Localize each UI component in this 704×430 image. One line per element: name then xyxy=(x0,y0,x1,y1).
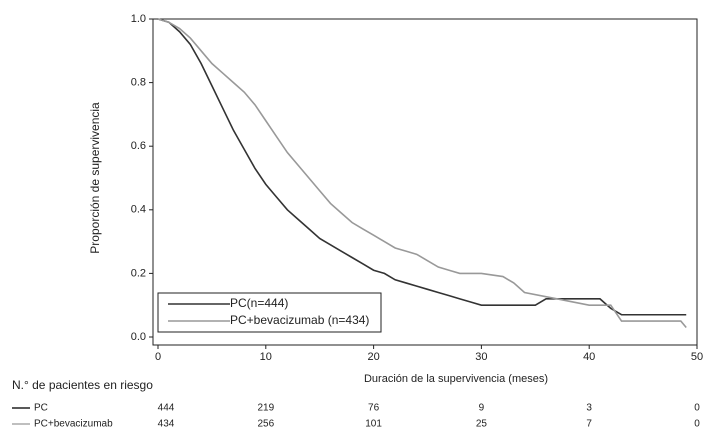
risk-table-title: N.° de pacientes en riesgo xyxy=(12,378,153,392)
risk-value: 444 xyxy=(158,403,175,414)
x-tick-label: 0 xyxy=(155,351,161,363)
y-tick-label: 0.4 xyxy=(131,204,146,216)
y-tick-label: 0.8 xyxy=(131,77,146,89)
x-tick-label: 10 xyxy=(260,351,272,363)
x-tick-label: 20 xyxy=(367,351,379,363)
legend-label: PC+bevacizumab (n=434) xyxy=(230,313,369,327)
plot-frame xyxy=(152,18,698,346)
y-axis-label: Proporción de supervivencia xyxy=(88,102,102,254)
risk-value: 434 xyxy=(158,419,175,430)
risk-row-name: PC+bevacizumab xyxy=(34,419,113,430)
legend-label: PC(n=444) xyxy=(230,296,288,310)
risk-value: 76 xyxy=(368,403,380,414)
risk-value: 7 xyxy=(586,419,592,430)
risk-value: 0 xyxy=(694,419,700,430)
risk-value: 101 xyxy=(365,419,382,430)
y-tick-label: 0.2 xyxy=(131,267,146,279)
risk-value: 9 xyxy=(479,403,485,414)
risk-value: 219 xyxy=(257,403,274,414)
risk-value: 3 xyxy=(586,403,592,414)
x-tick-label: 40 xyxy=(583,351,595,363)
survival-curve xyxy=(157,18,687,328)
risk-value: 0 xyxy=(694,403,700,414)
y-tick-label: 1.0 xyxy=(131,13,146,25)
x-axis-label: Duración de la supervivencia (meses) xyxy=(364,373,548,385)
survival-curve xyxy=(157,18,687,316)
x-tick-label: 30 xyxy=(475,351,487,363)
y-tick-label: 0.6 xyxy=(131,140,146,152)
y-tick-label: 0.0 xyxy=(131,331,146,343)
risk-value: 256 xyxy=(257,419,274,430)
risk-row-name: PC xyxy=(34,403,48,414)
x-tick-label: 50 xyxy=(691,351,703,363)
risk-value: 25 xyxy=(476,419,488,430)
legend-box xyxy=(157,292,382,333)
